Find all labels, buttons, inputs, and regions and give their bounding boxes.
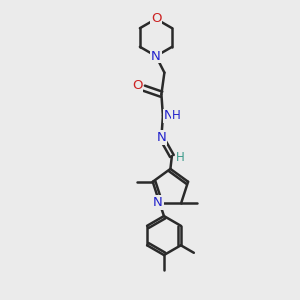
Text: N: N xyxy=(157,131,166,144)
Text: H: H xyxy=(176,151,185,164)
Text: N: N xyxy=(164,109,173,122)
Text: O: O xyxy=(132,79,143,92)
Text: H: H xyxy=(172,109,181,122)
Text: N: N xyxy=(151,50,161,63)
Text: N: N xyxy=(153,196,163,209)
Text: O: O xyxy=(151,12,161,26)
